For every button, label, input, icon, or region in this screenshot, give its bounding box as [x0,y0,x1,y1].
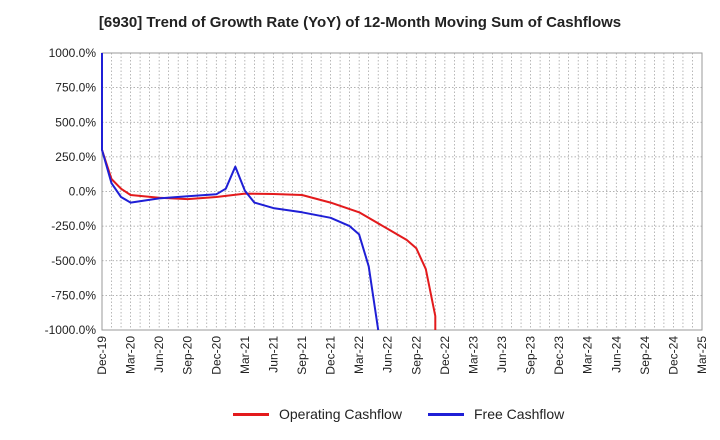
y-tick-label: 250.0% [55,150,96,164]
x-tick-label: Mar-21 [238,336,252,374]
plot-area [101,52,703,331]
y-tick-label: -250.0% [51,219,96,233]
x-tick-label: Mar-23 [466,336,480,374]
x-tick-label: Sep-20 [181,336,195,375]
series-layer [101,53,437,331]
x-tick-label: Dec-23 [552,336,566,375]
legend-label-free-cashflow: Free Cashflow [474,406,565,422]
y-tick-label: -750.0% [51,288,96,302]
x-tick-label: Sep-24 [638,336,652,375]
x-tick-label: Dec-20 [209,336,223,375]
x-tick-label: Dec-24 [666,336,680,375]
x-tick-label: Mar-20 [124,336,138,374]
series-line-free-cashflow [101,53,380,331]
x-tick-label: Jun-23 [495,336,509,373]
x-tick-label: Jun-21 [266,336,280,373]
x-tick-label: Mar-22 [352,336,366,374]
legend-item-free-cashflow: Free Cashflow [428,406,564,422]
x-tick-label: Sep-23 [524,336,538,375]
y-tick-label: 500.0% [55,115,96,129]
x-tick-label: Mar-25 [695,336,709,374]
x-tick-label: Dec-22 [438,336,452,375]
legend-swatch-operating-cashflow [233,412,269,416]
y-tick-label: 1000.0% [49,46,97,60]
chart-title: [6930] Trend of Growth Rate (YoY) of 12-… [98,14,622,31]
x-tick-label: Sep-21 [295,336,309,375]
y-tick-label: -1000.0% [45,323,97,337]
legend-item-operating-cashflow: Operating Cashflow [233,406,402,422]
x-tick-label: Dec-19 [95,336,109,375]
x-tick-label: Jun-20 [152,336,166,373]
y-tick-label: 0.0% [69,185,97,199]
y-tick-label: 750.0% [55,81,96,95]
y-tick-label: -500.0% [51,254,96,268]
x-tick-label: Jun-24 [609,336,623,373]
legend-label-operating-cashflow: Operating Cashflow [279,406,402,422]
legend: Operating Cashflow Free Cashflow [0,406,720,426]
series-line-operating-cashflow [101,149,437,330]
x-tick-label: Dec-21 [324,336,338,375]
x-tick-label: Mar-24 [581,336,595,374]
x-tick-label: Sep-22 [409,336,423,375]
grid-layer [101,52,703,331]
x-tick-label: Jun-22 [381,336,395,373]
axis-layer: 1000.0% 750.0% 500.0% 250.0% 0.0% -250.0% -500… [45,46,709,375]
legend-swatch-free-cashflow [428,412,464,416]
